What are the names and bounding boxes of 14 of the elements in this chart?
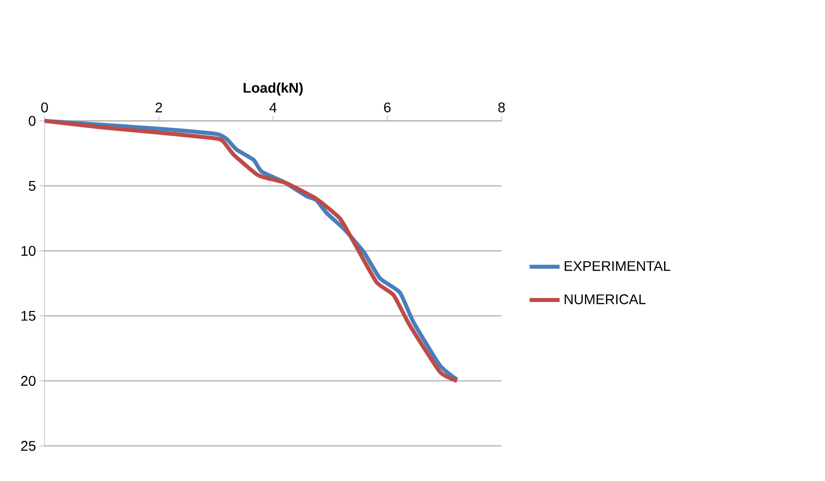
y-tick-label: 10	[22, 246, 36, 256]
x-tick-label: 6	[384, 102, 391, 112]
y-tick-label: 0	[28, 116, 36, 126]
y-tick-label: 20	[21, 376, 36, 386]
legend-label: NUMERICAL	[564, 294, 646, 304]
y-tick-label: 5	[28, 181, 36, 191]
legend-label: EXPERIMENTAL	[564, 261, 670, 271]
x-tick-label: 8	[498, 102, 505, 112]
x-axis-title: Load(kN)	[244, 82, 303, 96]
y-tick-label: 15	[22, 311, 36, 321]
x-tick-label: 0	[41, 102, 48, 112]
y-tick-label: 25	[21, 440, 36, 451]
x-tick-label: 4	[269, 102, 277, 112]
x-tick-label: 2	[156, 102, 162, 112]
